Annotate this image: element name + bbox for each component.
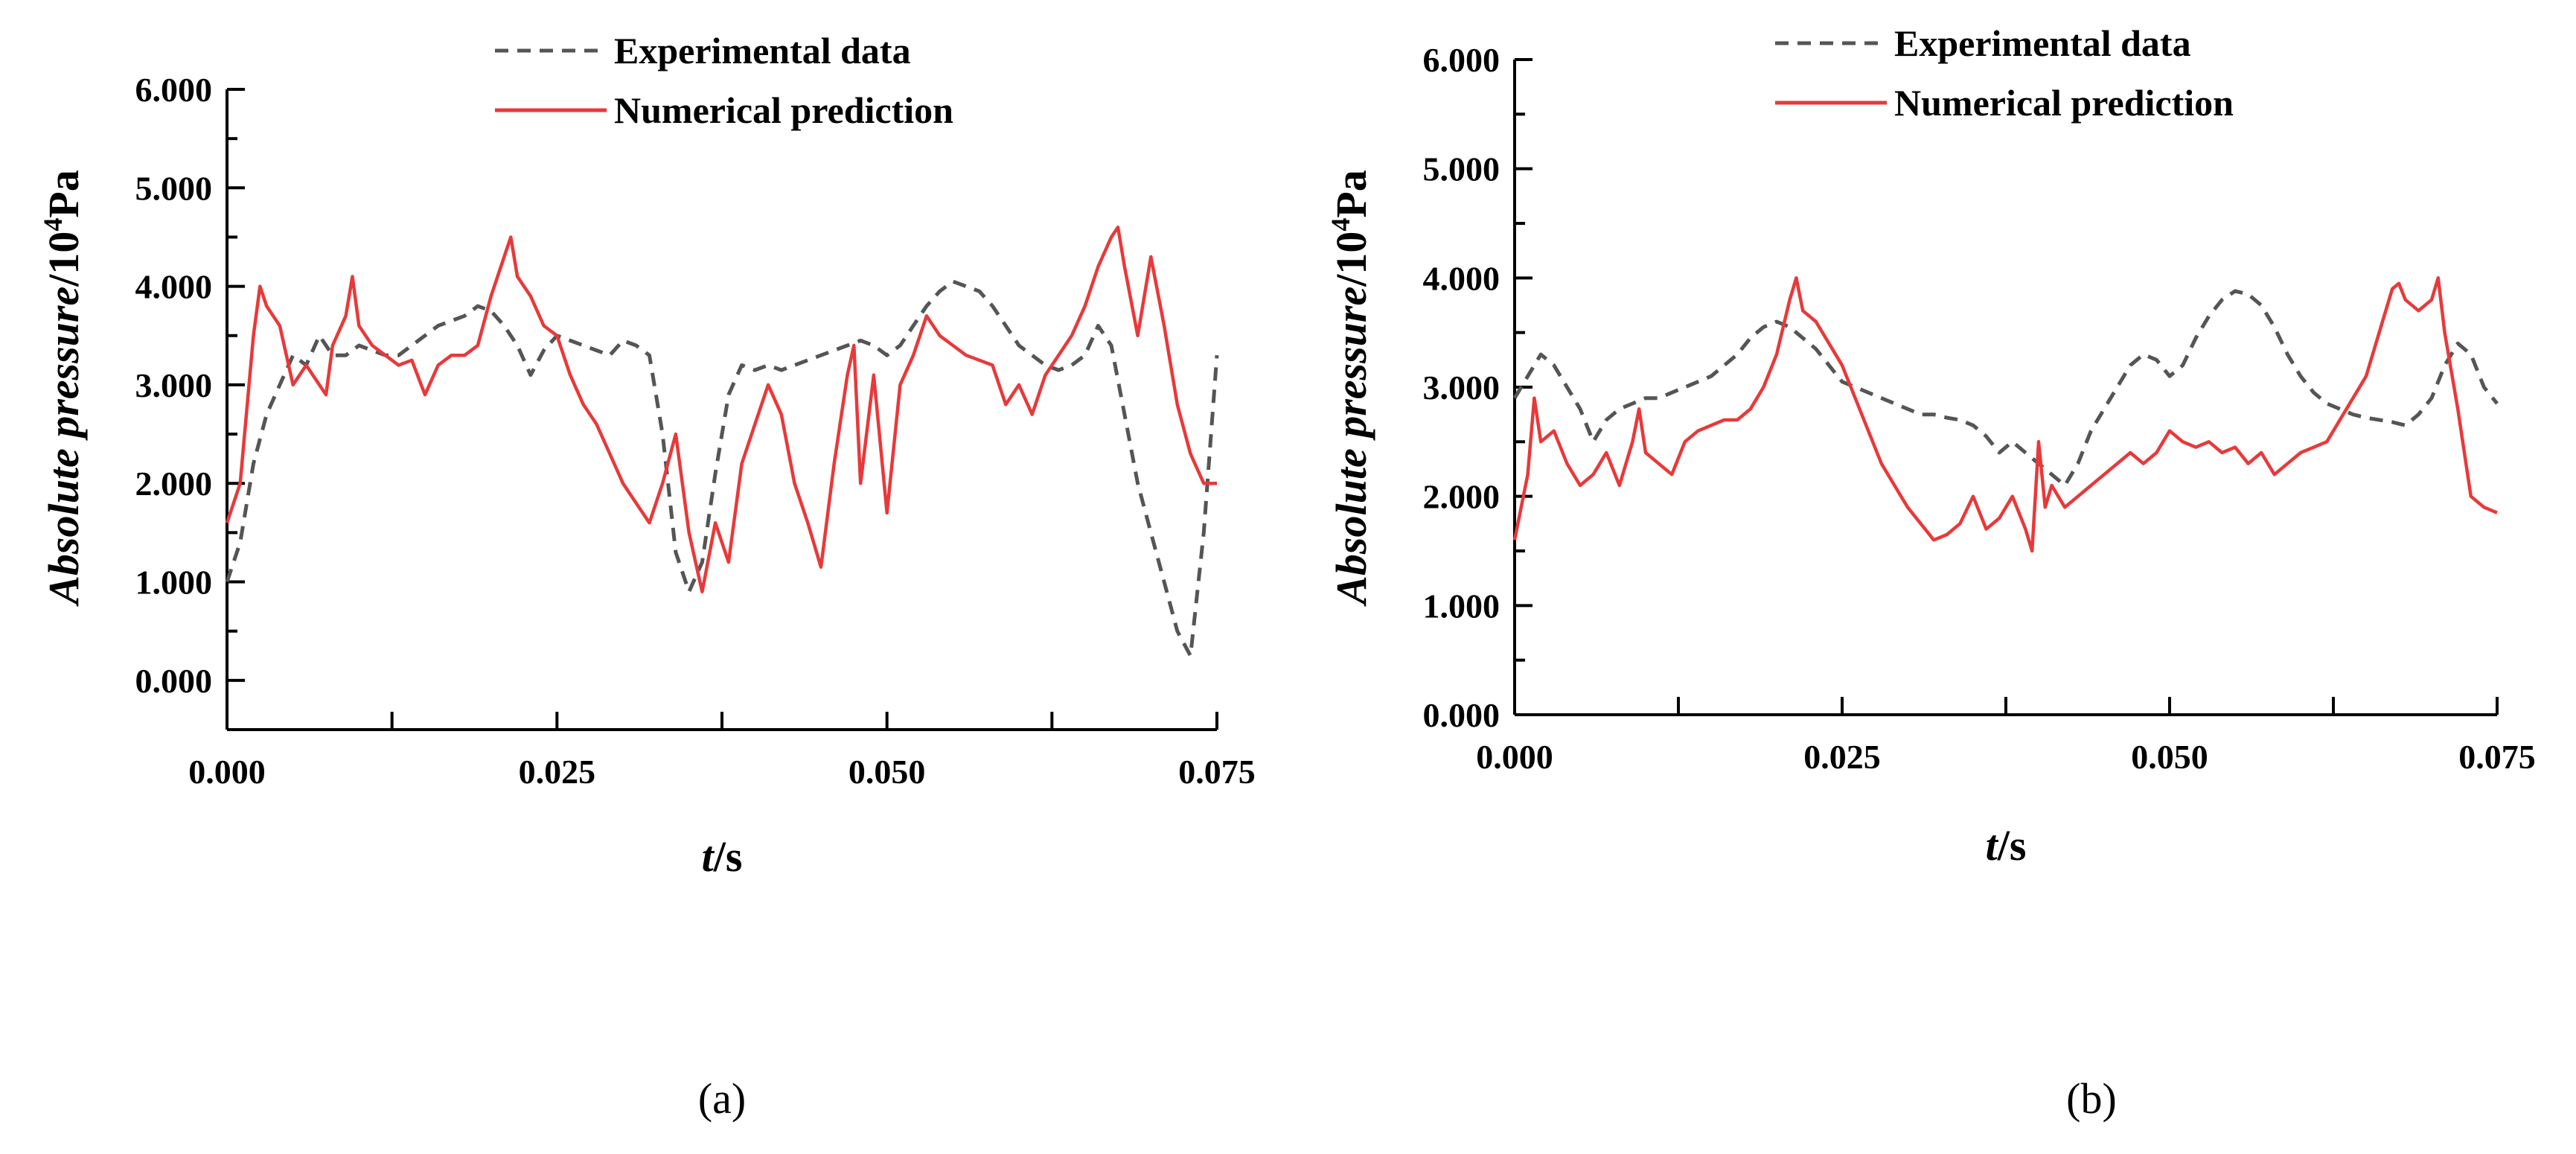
chart-panel-a: 0.000 1.000 2.000 3.000 4.000 5.000 6.000 0.000… xyxy=(38,30,1256,1123)
x-tick-label: 0.025 xyxy=(1803,738,1881,776)
y-tick-label: 3.000 xyxy=(135,366,213,404)
panel-label: (b) xyxy=(2066,1074,2117,1123)
y-tick-label: 0.000 xyxy=(135,662,213,700)
y-axis-title: Absolute pressure/104Pa xyxy=(38,170,88,607)
chart-panel-b: 0.000 1.000 2.000 3.000 4.000 5.000 6.000 0.000… xyxy=(1326,22,2536,1123)
x-tick-label: 0.000 xyxy=(188,753,266,791)
legend-label: Numerical prediction xyxy=(1894,82,2234,124)
y-tick-label: 4.000 xyxy=(135,268,213,306)
y-tick-label: 5.000 xyxy=(135,169,213,207)
x-axis-title: t/s xyxy=(702,832,743,881)
y-tick-label: 4.000 xyxy=(1423,259,1500,297)
y-tick-label: 6.000 xyxy=(1423,41,1500,79)
legend-label: Numerical prediction xyxy=(614,89,953,131)
y-axis-title: Absolute pressure/104Pa xyxy=(1326,170,1375,607)
x-tick-label: 0.075 xyxy=(2458,738,2536,776)
series-line-numerical xyxy=(225,225,1217,594)
y-tick-label: 6.000 xyxy=(135,71,213,109)
legend-label: Experimental data xyxy=(614,30,911,71)
y-tick-label: 2.000 xyxy=(1423,478,1500,516)
x-tick-label: 0.050 xyxy=(848,753,926,791)
y-tick-label: 5.000 xyxy=(1423,150,1500,188)
x-tick-label: 0.025 xyxy=(519,753,596,791)
x-axis-title: t/s xyxy=(1986,821,2027,870)
series-line-experimental xyxy=(1512,289,2499,488)
y-tick-label: 3.000 xyxy=(1423,369,1500,407)
y-tick-label: 2.000 xyxy=(135,465,213,503)
y-tick-label: 0.000 xyxy=(1423,696,1500,734)
x-tick-label: 0.075 xyxy=(1178,753,1256,791)
series-line-numerical xyxy=(1512,276,2498,553)
x-tick-label: 0.050 xyxy=(2131,738,2208,776)
panel-label: (a) xyxy=(698,1074,746,1123)
y-tick-label: 1.000 xyxy=(1423,587,1500,625)
x-tick-label: 0.000 xyxy=(1476,738,1553,776)
y-tick-label: 1.000 xyxy=(135,564,213,602)
legend-label: Experimental data xyxy=(1894,22,2191,64)
